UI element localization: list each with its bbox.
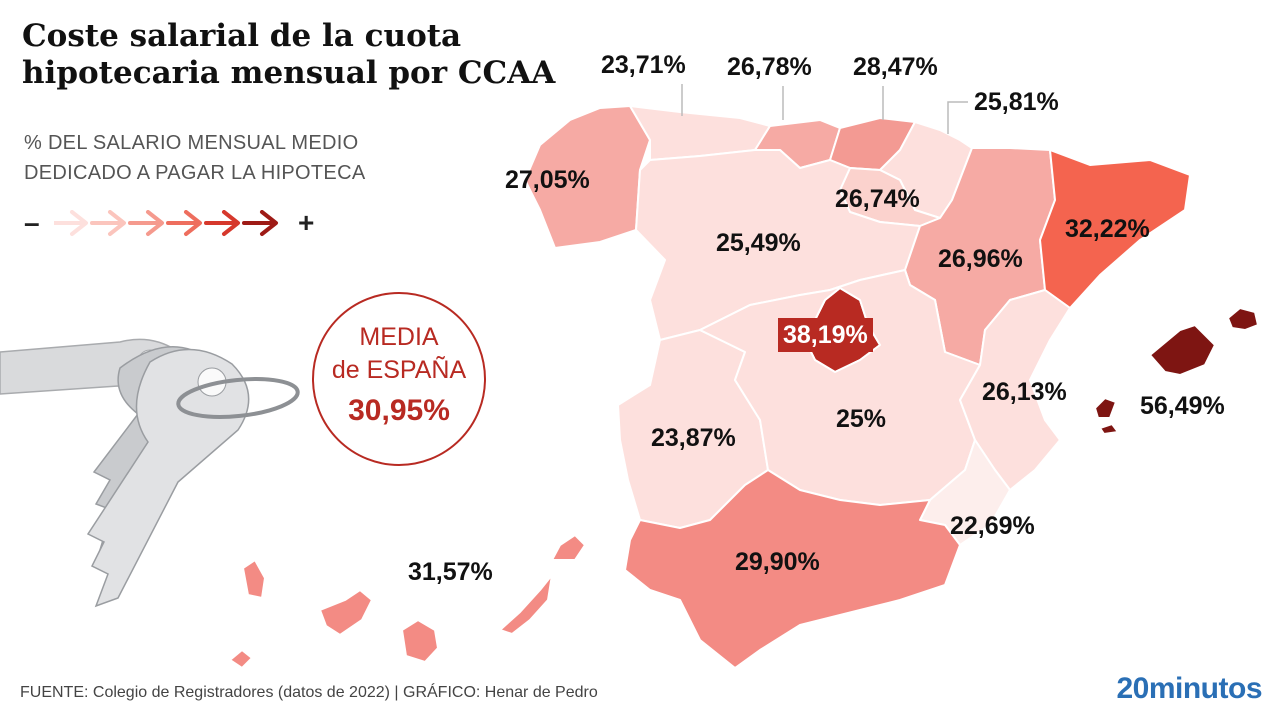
label-baleares: 56,49% xyxy=(1140,392,1225,420)
brand-logo: 20minutos xyxy=(1116,672,1262,705)
key-ring xyxy=(176,377,300,419)
label-navarra: 25,81% xyxy=(974,88,1059,116)
label-murcia: 22,69% xyxy=(950,512,1035,540)
legend-arrows xyxy=(54,210,278,236)
label-comunidad-valenciana: 26,13% xyxy=(982,378,1067,406)
average-label-line1: MEDIA xyxy=(359,323,439,351)
label-cantabria: 26,78% xyxy=(727,53,812,81)
chart-subtitle: % DEL SALARIO MENSUAL MEDIO DEDICADO A P… xyxy=(24,132,366,184)
legend-max-symbol: + xyxy=(298,207,315,238)
label-asturias: 23,71% xyxy=(601,51,686,79)
label-andalucia: 29,90% xyxy=(735,548,820,576)
average-label-line2: de ESPAÑA xyxy=(331,356,467,384)
label-castilla-y-leon: 25,49% xyxy=(716,229,801,257)
label-castilla-la-mancha: 25% xyxy=(836,405,887,433)
color-legend: – + xyxy=(24,206,324,242)
label-la-rioja: 26,74% xyxy=(835,185,920,213)
region-cataluna[interactable] xyxy=(1039,149,1191,309)
label-cataluna: 32,22% xyxy=(1065,215,1150,243)
chart-title: Coste salarial de la cuota hipotecaria m… xyxy=(22,18,556,91)
legend-arrow-6 xyxy=(242,210,278,236)
label-galicia: 27,05% xyxy=(505,166,590,194)
legend-min-symbol: – xyxy=(24,207,40,238)
region-andalucia[interactable] xyxy=(624,469,961,669)
region-baleares[interactable] xyxy=(1094,307,1259,435)
region-canarias[interactable] xyxy=(229,534,586,669)
average-value: 30,95% xyxy=(348,394,450,427)
label-pais-vasco: 28,47% xyxy=(853,53,938,81)
label-madrid: 38,19% xyxy=(778,318,873,352)
source-footer: FUENTE: Colegio de Registradores (datos … xyxy=(20,684,598,701)
region-comunidad-valenciana[interactable] xyxy=(959,289,1071,491)
national-average-badge: MEDIA de ESPAÑA 30,95% xyxy=(312,292,486,466)
legend-arrow-3 xyxy=(128,210,164,236)
label-extremadura: 23,87% xyxy=(651,424,736,452)
key-front xyxy=(86,348,250,608)
label-aragon: 26,96% xyxy=(938,245,1023,273)
legend-arrow-4 xyxy=(166,210,202,236)
label-canarias: 31,57% xyxy=(408,558,493,586)
legend-arrow-1 xyxy=(54,210,88,236)
keys-illustration xyxy=(0,338,300,608)
legend-arrow-2 xyxy=(90,210,126,236)
legend-arrow-5 xyxy=(204,210,240,236)
